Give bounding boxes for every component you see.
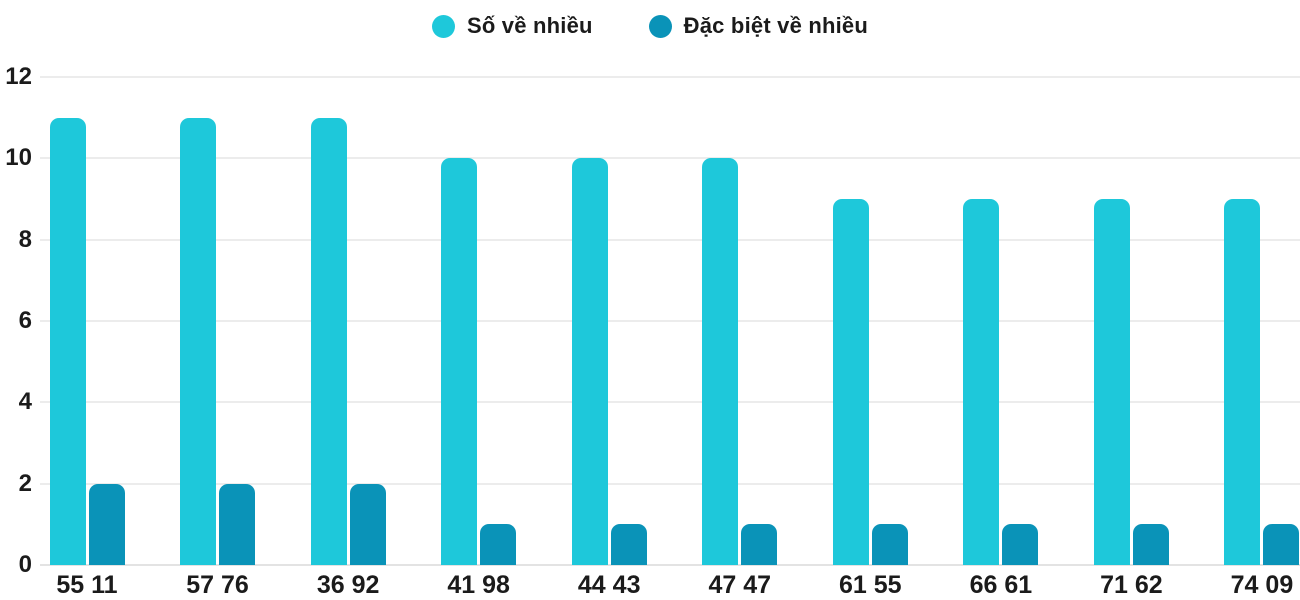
bar-series-0	[1224, 199, 1261, 565]
bar-series-0	[49, 117, 86, 565]
gridline	[40, 238, 1300, 241]
gridline	[40, 157, 1300, 160]
x-axis-category-label: 66 61	[969, 571, 1033, 599]
legend-item-dac-biet-ve-nhieu[interactable]: Đặc biệt về nhiều	[648, 13, 868, 39]
x-axis-category-label: 41 98	[447, 571, 510, 599]
x-axis-category-label: 55 11	[56, 571, 118, 599]
bar-series-0	[571, 158, 608, 565]
bar-series-1	[741, 524, 778, 565]
legend-item-label: Số về nhiều	[466, 13, 593, 38]
y-axis-tick-label: 12	[5, 63, 32, 90]
bar-series-1	[1263, 524, 1300, 565]
x-axis-category-label: 61 55	[839, 571, 902, 599]
bar-series-0	[1093, 199, 1130, 565]
bar-series-1	[610, 524, 647, 565]
x-axis-line	[40, 564, 1300, 566]
y-axis-tick-label: 10	[5, 144, 32, 172]
legend-item-label: Đặc biệt về nhiều	[683, 13, 868, 38]
x-axis-category-label: 36 92	[316, 571, 380, 599]
y-axis-tick-label: 0	[18, 551, 32, 578]
y-axis-tick-label: 8	[18, 225, 32, 253]
bar-series-0	[832, 199, 869, 565]
legend-item-so-ve-nhieu[interactable]: Số về nhiều	[431, 13, 593, 39]
x-axis-category-label: 57 76	[186, 571, 249, 599]
y-axis-tick-label: 6	[18, 307, 32, 334]
bar-series-1	[871, 524, 908, 565]
bar-series-1	[349, 483, 386, 565]
bar-series-0	[441, 158, 478, 565]
bar-series-0	[180, 117, 217, 565]
bar-series-1	[480, 524, 517, 565]
legend-dot-icon	[431, 14, 455, 38]
gridline	[40, 320, 1300, 322]
y-axis-tick-label: 2	[18, 469, 32, 497]
chart-legend: Số về nhiều Đặc biệt về nhiều	[0, 8, 1300, 44]
x-axis-category-label: 71 62	[1100, 571, 1163, 599]
bar-series-0	[963, 199, 1000, 565]
bar-series-0	[702, 158, 739, 565]
x-axis-category-label: 47 47	[708, 571, 772, 599]
bar-series-1	[88, 483, 125, 565]
legend-dot-icon	[648, 14, 672, 38]
gridline	[40, 482, 1300, 485]
gridline	[40, 76, 1300, 78]
x-axis-category-label: 74 09	[1230, 571, 1294, 599]
gridline	[40, 401, 1300, 404]
bar-series-1	[219, 483, 256, 565]
y-axis-tick-label: 4	[18, 388, 32, 416]
x-axis-category-label: 44 43	[577, 571, 641, 599]
bar-series-0	[310, 117, 347, 565]
bar-series-1	[1132, 524, 1169, 565]
bar-series-1	[1002, 524, 1039, 565]
